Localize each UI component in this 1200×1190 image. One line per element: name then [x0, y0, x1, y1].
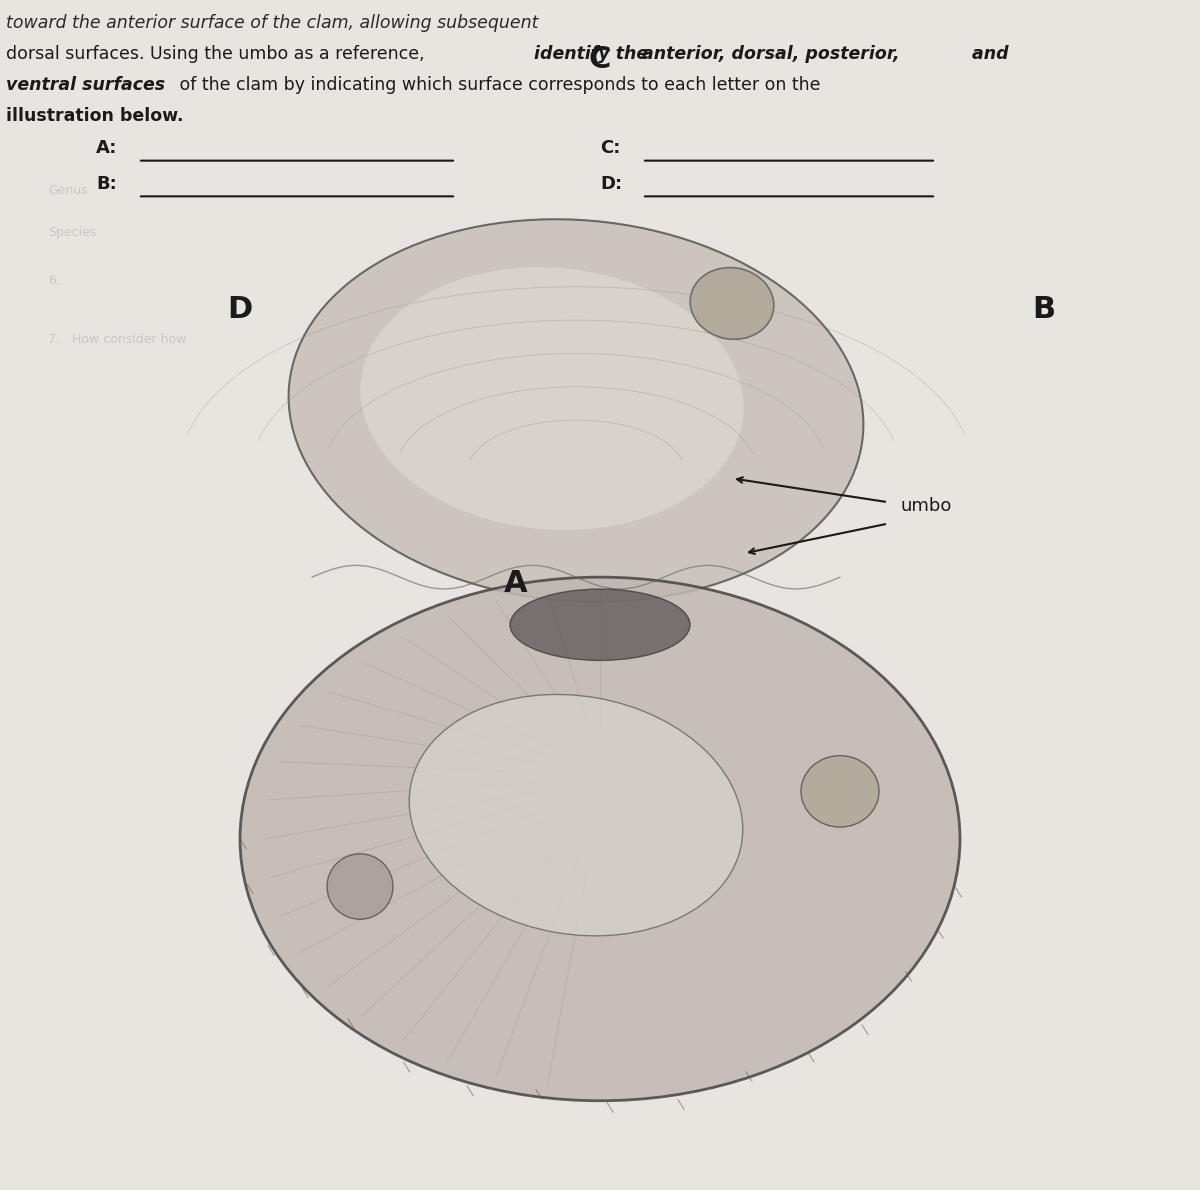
Text: and: and	[966, 45, 1009, 63]
Text: C:: C:	[600, 139, 620, 157]
Ellipse shape	[510, 589, 690, 660]
Text: illustration below.: illustration below.	[6, 107, 184, 125]
Text: 7.   How consider how: 7. How consider how	[48, 333, 186, 346]
Text: A: A	[504, 569, 528, 597]
Ellipse shape	[360, 268, 744, 530]
Ellipse shape	[409, 695, 743, 935]
Text: D: D	[227, 295, 253, 324]
Text: Species: Species	[48, 226, 96, 239]
Text: A:: A:	[96, 139, 118, 157]
Text: D:: D:	[600, 175, 622, 193]
Ellipse shape	[289, 219, 863, 602]
Text: of the clam by indicating which surface corresponds to each letter on the: of the clam by indicating which surface …	[174, 76, 821, 94]
Text: dorsal surfaces. Using the umbo as a reference,: dorsal surfaces. Using the umbo as a ref…	[6, 45, 430, 63]
Ellipse shape	[326, 854, 394, 920]
Text: ventral surfaces: ventral surfaces	[6, 76, 166, 94]
Text: identify the: identify the	[534, 45, 654, 63]
Text: B: B	[1032, 295, 1056, 324]
Text: umbo: umbo	[900, 496, 952, 515]
Text: Genus: Genus	[48, 184, 88, 198]
Ellipse shape	[240, 577, 960, 1101]
Text: anterior, dorsal, posterior,: anterior, dorsal, posterior,	[642, 45, 900, 63]
Text: C: C	[589, 45, 611, 74]
Text: B:: B:	[96, 175, 116, 193]
Ellipse shape	[690, 268, 774, 339]
Ellipse shape	[802, 756, 878, 827]
Text: toward the anterior surface of the clam, allowing subsequent: toward the anterior surface of the clam,…	[6, 14, 539, 32]
Text: 6.: 6.	[48, 274, 60, 287]
